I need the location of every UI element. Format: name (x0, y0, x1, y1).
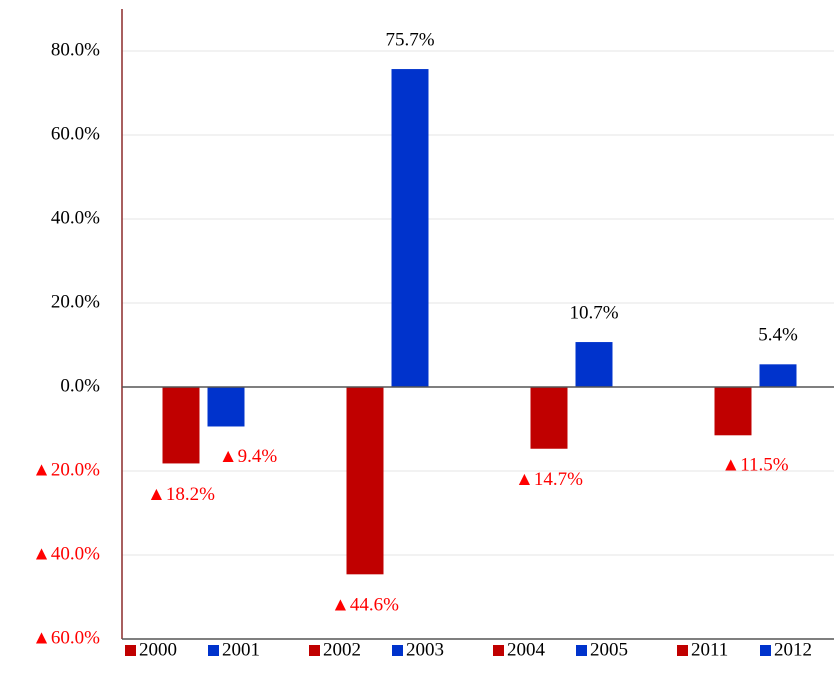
legend-swatch (760, 645, 771, 656)
bar (391, 69, 429, 387)
y-tick-label: 60.0% (51, 123, 100, 144)
value-label: 5.4% (758, 325, 798, 346)
legend-label: 2004 (507, 639, 546, 660)
legend-swatch (208, 645, 219, 656)
legend-label: 2001 (222, 639, 260, 660)
legend-label: 2012 (774, 639, 812, 660)
y-tick-label: ▲60.0% (32, 627, 100, 648)
legend-swatch (309, 645, 320, 656)
value-label: ▲18.2% (147, 484, 215, 505)
legend-swatch (493, 645, 504, 656)
legend-swatch (576, 645, 587, 656)
y-tick-label: 0.0% (60, 375, 100, 396)
y-tick-label: 20.0% (51, 291, 100, 312)
y-tick-label: ▲40.0% (32, 543, 100, 564)
legend-label: 2005 (590, 639, 628, 660)
bar (346, 387, 384, 575)
legend-swatch (677, 645, 688, 656)
y-tick-label: 80.0% (51, 39, 100, 60)
bar (530, 387, 568, 449)
bar (575, 342, 613, 387)
bar (714, 387, 752, 436)
value-label: 75.7% (385, 29, 434, 50)
legend-swatch (392, 645, 403, 656)
value-label: ▲14.7% (515, 469, 583, 490)
legend-label: 2011 (691, 639, 728, 660)
bar (207, 387, 245, 427)
legend-swatch (125, 645, 136, 656)
bar (162, 387, 200, 464)
legend-label: 2002 (323, 639, 361, 660)
value-label: ▲44.6% (331, 595, 399, 616)
legend-label: 2003 (406, 639, 444, 660)
value-label: ▲9.4% (219, 446, 278, 467)
value-label: ▲11.5% (721, 455, 788, 476)
y-tick-label: 40.0% (51, 207, 100, 228)
legend-label: 2000 (139, 639, 177, 660)
value-label: 10.7% (569, 302, 618, 323)
bar (759, 364, 797, 387)
y-tick-label: ▲20.0% (32, 459, 100, 480)
